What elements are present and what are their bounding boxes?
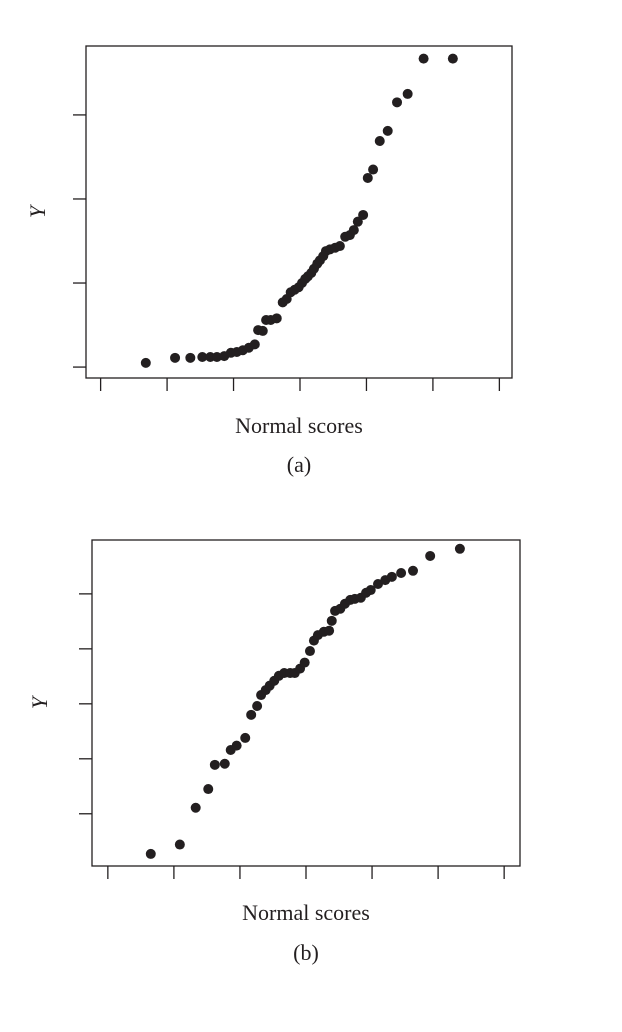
point xyxy=(140,357,151,368)
point xyxy=(352,216,363,227)
x-axis-label: Normal scores xyxy=(242,900,370,925)
point xyxy=(170,352,181,363)
y-axis-label: Y xyxy=(27,694,52,709)
caption: (a) xyxy=(287,452,311,477)
point xyxy=(211,351,222,362)
point xyxy=(190,802,201,813)
point xyxy=(145,848,156,859)
point xyxy=(185,352,196,363)
point xyxy=(396,567,407,578)
x-axis-label: Normal scores xyxy=(235,413,363,438)
point xyxy=(425,550,436,561)
y-axis-label: Y xyxy=(25,203,50,218)
point xyxy=(219,758,230,769)
point xyxy=(454,543,465,554)
point xyxy=(447,53,458,64)
point xyxy=(174,839,185,850)
point xyxy=(382,125,393,136)
point xyxy=(271,313,282,324)
point xyxy=(249,339,260,350)
point xyxy=(231,740,242,751)
point xyxy=(304,646,315,657)
point xyxy=(418,53,429,64)
point xyxy=(240,732,251,743)
point xyxy=(358,209,369,220)
plot-frame xyxy=(85,45,513,379)
point xyxy=(324,625,335,636)
point xyxy=(209,759,220,770)
point xyxy=(326,615,337,626)
point xyxy=(348,225,359,236)
point xyxy=(374,135,385,146)
point xyxy=(299,657,310,668)
point xyxy=(334,241,345,252)
caption: (b) xyxy=(293,940,319,965)
point xyxy=(408,565,418,576)
point xyxy=(365,585,376,596)
point xyxy=(257,325,268,336)
point xyxy=(402,88,413,99)
point xyxy=(368,164,379,175)
plot-frame xyxy=(91,539,521,867)
point xyxy=(252,701,263,712)
point xyxy=(246,709,257,720)
point xyxy=(362,172,373,183)
point xyxy=(386,571,397,582)
point xyxy=(197,351,208,362)
point xyxy=(203,784,214,795)
point xyxy=(392,97,403,108)
